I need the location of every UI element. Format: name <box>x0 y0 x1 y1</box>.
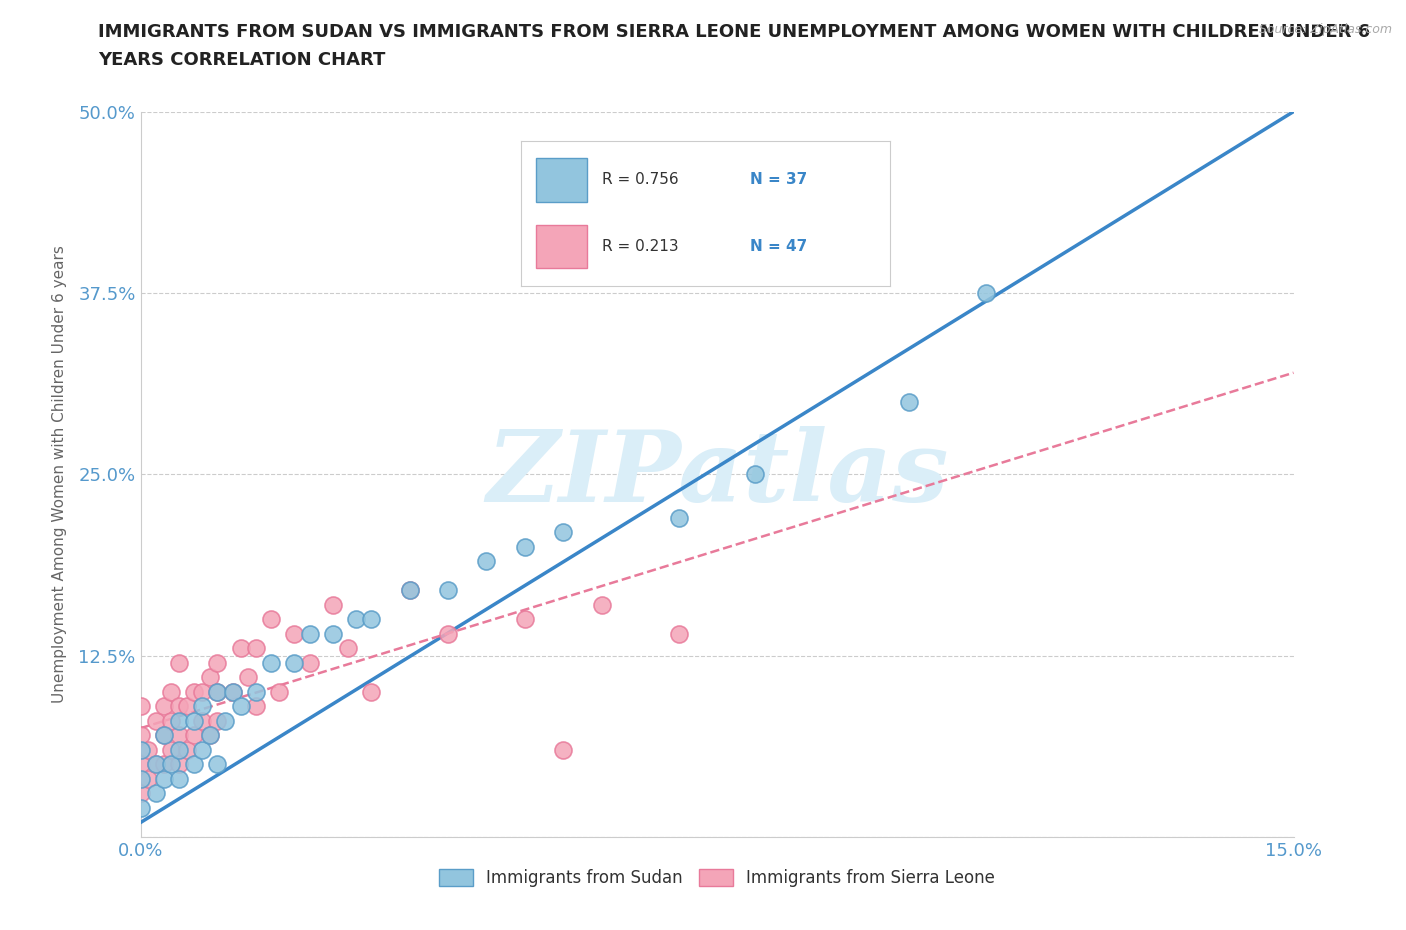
Point <box>437 627 460 642</box>
Point <box>152 757 174 772</box>
Point <box>167 728 190 743</box>
Point <box>668 627 690 642</box>
Point <box>198 728 221 743</box>
Point <box>145 757 167 772</box>
Point <box>167 699 190 714</box>
Point <box>198 670 221 684</box>
Point <box>322 597 344 612</box>
Point <box>167 772 190 787</box>
Point <box>245 684 267 699</box>
Point <box>176 699 198 714</box>
Point <box>668 511 690 525</box>
Point <box>207 656 229 671</box>
Point <box>437 583 460 598</box>
Point <box>160 713 183 728</box>
Y-axis label: Unemployment Among Women with Children Under 6 years: Unemployment Among Women with Children U… <box>52 246 67 703</box>
Text: ZIPatlas: ZIPatlas <box>486 426 948 523</box>
Point <box>129 742 152 757</box>
Point <box>129 786 152 801</box>
Point <box>191 742 214 757</box>
Point <box>229 699 252 714</box>
Point <box>229 641 252 656</box>
Point <box>129 772 152 787</box>
Point <box>183 684 205 699</box>
Point <box>283 656 305 671</box>
Point <box>152 728 174 743</box>
Point <box>129 699 152 714</box>
Point <box>222 684 245 699</box>
Point <box>145 757 167 772</box>
Point <box>183 757 205 772</box>
Point <box>160 684 183 699</box>
Text: YEARS CORRELATION CHART: YEARS CORRELATION CHART <box>98 51 385 69</box>
Point <box>398 583 420 598</box>
Point <box>160 742 183 757</box>
Point <box>553 525 575 539</box>
Point <box>214 713 236 728</box>
Point <box>207 713 229 728</box>
Point <box>475 554 498 569</box>
Point <box>360 612 382 627</box>
Point <box>160 757 183 772</box>
Point <box>207 757 229 772</box>
Point <box>322 627 344 642</box>
Point <box>191 684 214 699</box>
Point <box>337 641 360 656</box>
Point <box>398 583 420 598</box>
Point <box>176 742 198 757</box>
Point <box>145 713 167 728</box>
Point <box>553 742 575 757</box>
Point <box>198 728 221 743</box>
Point <box>898 394 921 409</box>
Point <box>513 539 536 554</box>
Point <box>167 757 190 772</box>
Point <box>191 713 214 728</box>
Legend: Immigrants from Sudan, Immigrants from Sierra Leone: Immigrants from Sudan, Immigrants from S… <box>433 862 1001 894</box>
Point <box>591 597 613 612</box>
Point <box>145 786 167 801</box>
Point <box>136 742 159 757</box>
Point <box>183 728 205 743</box>
Point <box>744 467 766 482</box>
Point <box>191 699 214 714</box>
Point <box>344 612 367 627</box>
Point <box>207 684 229 699</box>
Point <box>152 699 174 714</box>
Text: Source: ZipAtlas.com: Source: ZipAtlas.com <box>1258 23 1392 36</box>
Point <box>360 684 382 699</box>
Point <box>167 713 190 728</box>
Point <box>283 627 305 642</box>
Point <box>260 656 283 671</box>
Point <box>298 656 321 671</box>
Point <box>222 684 245 699</box>
Point <box>260 612 283 627</box>
Point <box>129 757 152 772</box>
Point <box>513 612 536 627</box>
Point <box>129 801 152 816</box>
Point <box>245 699 267 714</box>
Text: IMMIGRANTS FROM SUDAN VS IMMIGRANTS FROM SIERRA LEONE UNEMPLOYMENT AMONG WOMEN W: IMMIGRANTS FROM SUDAN VS IMMIGRANTS FROM… <box>98 23 1371 41</box>
Point <box>298 627 321 642</box>
Point <box>183 713 205 728</box>
Point <box>974 286 997 300</box>
Point <box>238 670 260 684</box>
Point <box>129 728 152 743</box>
Point <box>167 742 190 757</box>
Point <box>245 641 267 656</box>
Point <box>152 728 174 743</box>
Point <box>167 656 190 671</box>
Point <box>152 772 174 787</box>
Point <box>207 684 229 699</box>
Point <box>267 684 290 699</box>
Point <box>136 772 159 787</box>
